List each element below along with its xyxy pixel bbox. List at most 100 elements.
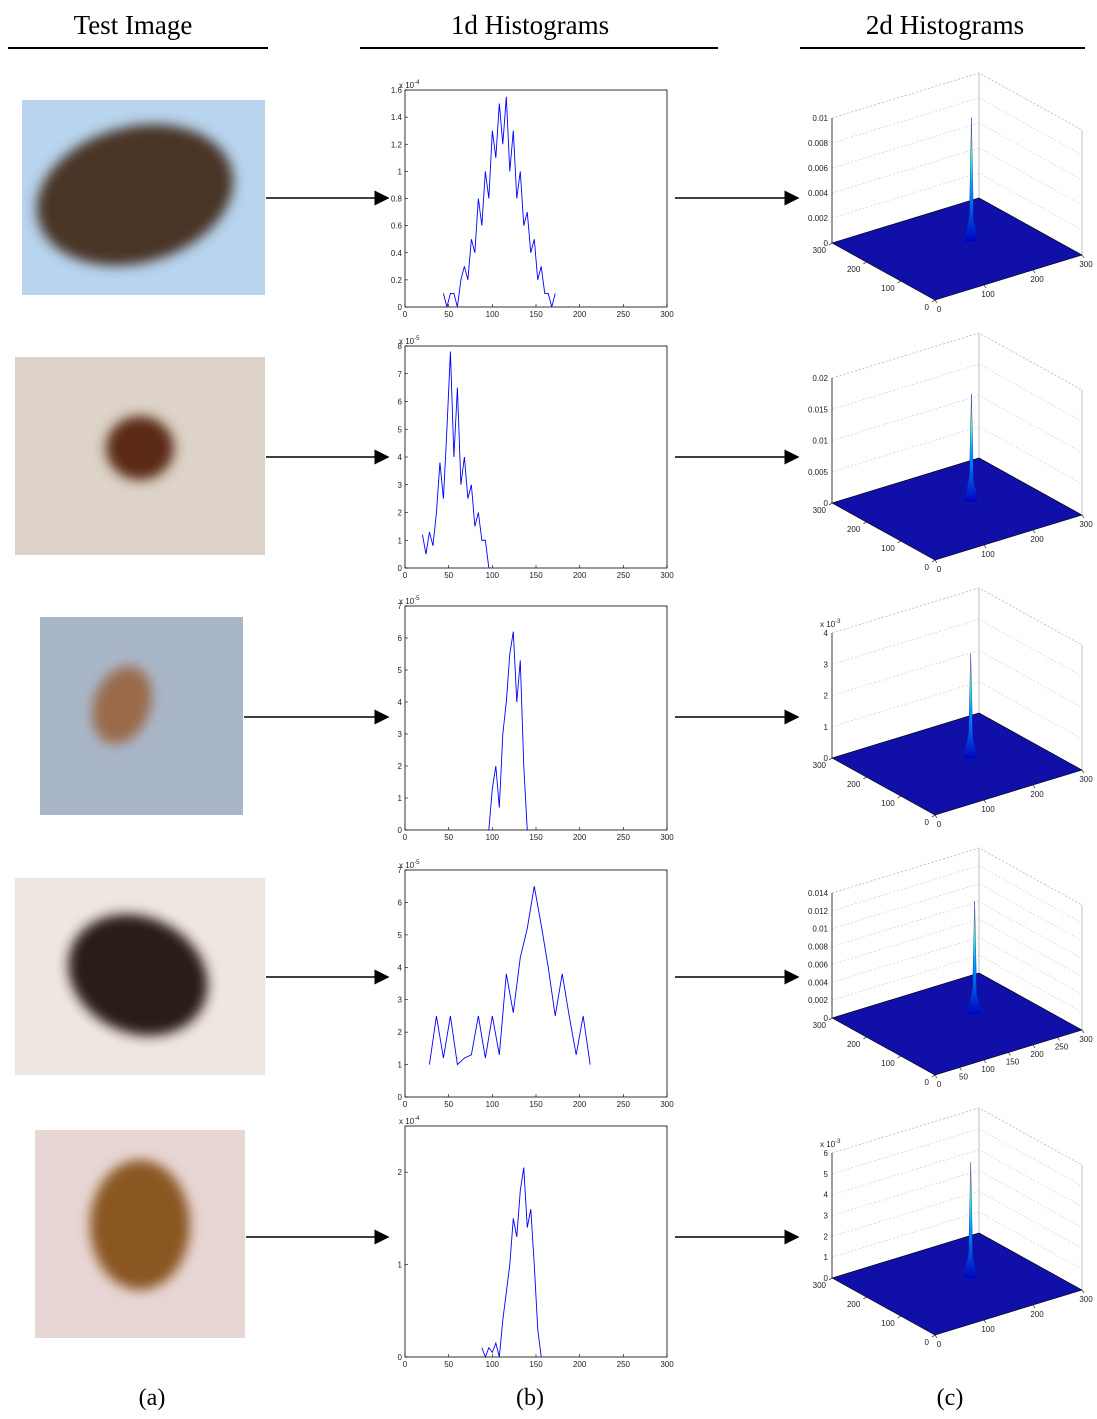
y-tick-label: 4 — [398, 698, 403, 707]
y-tick-label: 0 — [398, 1093, 403, 1102]
grid-line — [831, 1211, 1083, 1270]
z-tick-label: 0.006 — [808, 960, 829, 969]
test-image — [40, 617, 243, 815]
z-tick-label: 2 — [824, 692, 829, 701]
y-tick-label: 5 — [398, 425, 403, 434]
peak — [963, 1162, 978, 1280]
y-tick-label: 100 — [881, 1319, 895, 1328]
top-edge — [831, 332, 1083, 391]
scale-exponent: -5 — [414, 336, 420, 342]
x-tick-label: 100 — [981, 550, 995, 559]
scale-exponent: -4 — [414, 80, 420, 86]
floor-surface — [831, 712, 1083, 816]
x-tick — [1032, 1304, 1036, 1309]
plot-frame — [404, 89, 668, 308]
y-tick — [931, 559, 936, 563]
z-tick-label: 0.01 — [812, 114, 828, 123]
x-tick-label: 200 — [573, 833, 587, 842]
y-tick-label: 100 — [881, 799, 895, 808]
y-tick-label: 5 — [398, 931, 403, 940]
x-tick-label: 150 — [529, 833, 543, 842]
grid-line — [831, 954, 1083, 1013]
grid-line — [831, 122, 1083, 181]
grid-line — [831, 1149, 1083, 1207]
grid-line — [831, 587, 1083, 646]
grid-line — [831, 1191, 1083, 1249]
z-tick-label: 1 — [824, 723, 829, 732]
z-tick-label: 0.008 — [808, 943, 829, 952]
scale-label: x 10-4 — [399, 1116, 420, 1126]
y-tick-label: 0 — [398, 1353, 403, 1362]
y-tick-label: 0 — [398, 303, 403, 312]
scale-label: x 10-5 — [399, 596, 420, 606]
x-tick-label: 250 — [617, 310, 631, 319]
x-tick-label: 250 — [617, 1100, 631, 1109]
y-tick — [863, 776, 867, 780]
top-edge — [831, 72, 1083, 131]
y-tick-label: 1 — [398, 167, 403, 176]
z-tick-label: 0.014 — [808, 889, 829, 898]
y-tick-label: 7 — [398, 370, 403, 379]
scale-base: x 10 — [399, 861, 415, 870]
grid-line — [831, 172, 1083, 231]
scale-exponent: -5 — [414, 860, 420, 866]
z-tick-label: 3 — [824, 660, 829, 669]
y-tick-label: 200 — [847, 265, 861, 274]
floor-surface — [831, 972, 1083, 1076]
z-tick-label: 0.01 — [812, 925, 828, 934]
grid-line — [831, 883, 1083, 941]
x-tick-label: 250 — [617, 833, 631, 842]
x-tick-label: 200 — [573, 310, 587, 319]
x-tick — [983, 1059, 987, 1064]
plot-frame — [404, 605, 668, 831]
x-tick-label: 200 — [1030, 1310, 1044, 1319]
grid-line — [831, 1107, 1083, 1166]
plot-frame — [404, 869, 668, 1098]
x-tick — [1008, 1052, 1011, 1056]
x-tick-label: 200 — [573, 571, 587, 580]
y-tick-label: 4 — [398, 963, 403, 972]
y-tick — [828, 502, 833, 506]
y-tick — [897, 1055, 901, 1059]
y-tick-label: 2 — [398, 1028, 403, 1037]
z-tick-label: 1 — [824, 1253, 829, 1262]
x-tick-label: 150 — [529, 1360, 543, 1369]
y-tick-label: 2 — [398, 762, 403, 771]
column-header: 2d Histograms — [866, 10, 1024, 40]
x-tick-label: 200 — [1030, 535, 1044, 544]
grid-line — [831, 426, 1083, 484]
x-tick-label: 50 — [959, 1073, 968, 1082]
x-tick-label: 100 — [486, 571, 500, 580]
y-tick-label: 200 — [847, 1300, 861, 1309]
x-tick-label: 100 — [981, 1065, 995, 1074]
histogram-line — [422, 351, 490, 569]
grid-line — [831, 847, 1083, 906]
y-tick-label: 4 — [398, 453, 403, 462]
test-image — [15, 878, 265, 1075]
floor-surface — [831, 197, 1083, 301]
histogram-line — [442, 96, 556, 308]
y-tick-label: 6 — [398, 898, 403, 907]
y-tick-label: 2 — [398, 509, 403, 518]
y-tick-label: 0.4 — [391, 249, 403, 258]
x-tick — [1032, 784, 1036, 789]
y-tick-label: 200 — [847, 780, 861, 789]
z-tick-label: 4 — [824, 1191, 829, 1200]
x-tick-label: 100 — [981, 290, 995, 299]
scale-base: x 10 — [399, 597, 415, 606]
arrows — [244, 190, 800, 1245]
x-tick — [934, 1074, 938, 1079]
scale-label: x 10-5 — [399, 336, 420, 346]
x-tick-label: 200 — [1030, 1050, 1044, 1059]
floor-surface — [831, 457, 1083, 561]
grid-line — [831, 147, 1083, 206]
z-tick-label: 0.004 — [808, 189, 829, 198]
z-tick-label: 6 — [824, 1149, 829, 1158]
x-tick-label: 300 — [660, 833, 674, 842]
y-tick-label: 7 — [398, 602, 403, 611]
y-tick-label: 1 — [398, 1061, 403, 1070]
z-tick-label: 0.004 — [808, 978, 829, 987]
y-tick-label: 1.4 — [391, 113, 403, 122]
x-tick — [1032, 269, 1036, 274]
x-tick-label: 0 — [403, 310, 408, 319]
